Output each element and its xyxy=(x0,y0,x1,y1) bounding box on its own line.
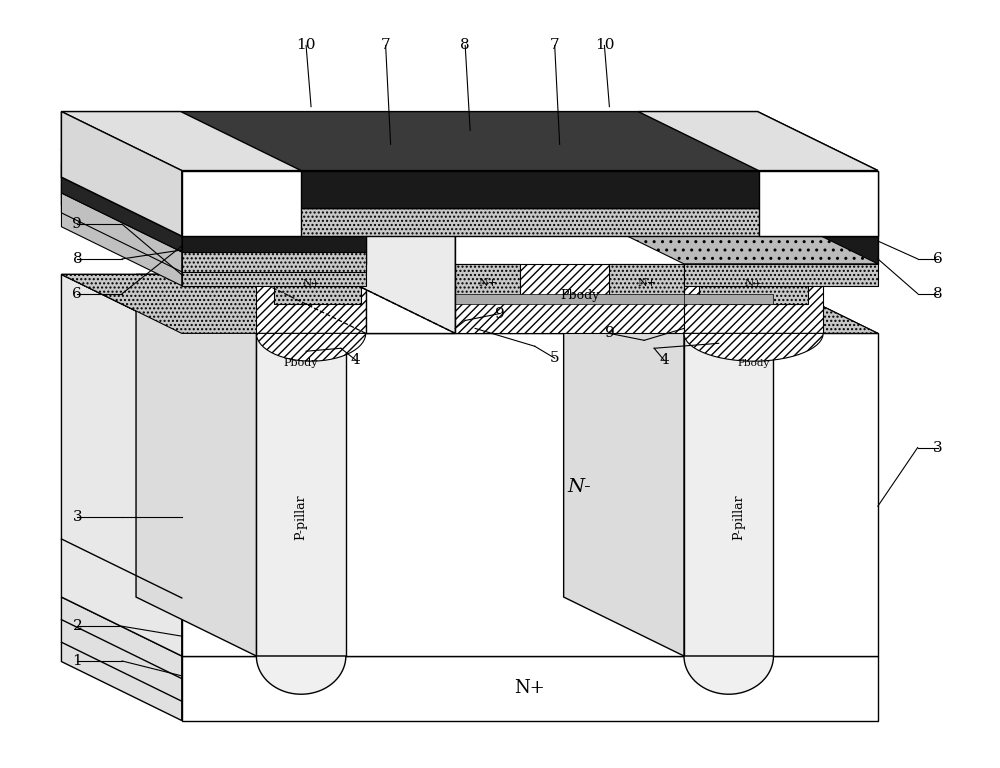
Polygon shape xyxy=(61,111,878,170)
Text: P-pillar: P-pillar xyxy=(732,495,745,540)
Polygon shape xyxy=(61,149,182,236)
Text: 4: 4 xyxy=(351,353,361,367)
Polygon shape xyxy=(61,274,182,656)
Text: 9: 9 xyxy=(495,306,505,320)
Text: Pbody: Pbody xyxy=(284,358,318,368)
Polygon shape xyxy=(61,597,878,656)
Polygon shape xyxy=(564,274,773,333)
Polygon shape xyxy=(61,149,878,208)
Polygon shape xyxy=(136,274,346,333)
Polygon shape xyxy=(61,177,366,236)
Polygon shape xyxy=(61,274,878,333)
Text: 8: 8 xyxy=(460,38,470,52)
Polygon shape xyxy=(182,222,366,252)
Polygon shape xyxy=(335,131,455,333)
Polygon shape xyxy=(684,294,773,304)
Text: 5: 5 xyxy=(550,351,560,366)
Polygon shape xyxy=(245,131,455,190)
Polygon shape xyxy=(61,597,182,720)
Text: N+: N+ xyxy=(745,279,763,288)
Polygon shape xyxy=(256,271,366,333)
Polygon shape xyxy=(684,333,773,656)
Text: N+: N+ xyxy=(302,279,320,288)
Polygon shape xyxy=(564,274,684,656)
Polygon shape xyxy=(684,333,823,361)
Polygon shape xyxy=(256,333,366,361)
Polygon shape xyxy=(182,264,366,286)
Polygon shape xyxy=(366,190,455,333)
Polygon shape xyxy=(182,170,878,208)
Text: 4: 4 xyxy=(659,353,669,367)
Polygon shape xyxy=(61,205,182,286)
Text: N+: N+ xyxy=(478,278,497,288)
Text: 8: 8 xyxy=(73,252,82,266)
Polygon shape xyxy=(274,271,361,304)
Text: Pbody: Pbody xyxy=(737,359,770,368)
Polygon shape xyxy=(61,111,301,170)
Polygon shape xyxy=(136,274,256,656)
Polygon shape xyxy=(684,264,878,286)
Polygon shape xyxy=(182,252,366,272)
Text: 9: 9 xyxy=(605,326,614,340)
Polygon shape xyxy=(61,193,182,272)
Polygon shape xyxy=(61,177,182,264)
Text: Pbody: Pbody xyxy=(560,289,599,302)
Polygon shape xyxy=(455,264,684,333)
Polygon shape xyxy=(453,294,686,304)
Polygon shape xyxy=(699,271,808,304)
Polygon shape xyxy=(684,656,773,694)
Polygon shape xyxy=(61,274,878,333)
Polygon shape xyxy=(564,177,878,236)
Text: 3: 3 xyxy=(73,510,82,524)
Polygon shape xyxy=(182,208,878,236)
Text: 2: 2 xyxy=(72,619,82,634)
Polygon shape xyxy=(61,164,182,252)
Text: 3: 3 xyxy=(933,441,942,455)
Polygon shape xyxy=(61,205,366,264)
Polygon shape xyxy=(455,264,520,302)
Polygon shape xyxy=(182,236,366,264)
Text: 8: 8 xyxy=(933,286,942,300)
Polygon shape xyxy=(684,271,823,333)
Polygon shape xyxy=(256,333,346,656)
Polygon shape xyxy=(684,236,878,264)
Polygon shape xyxy=(61,111,182,208)
Text: 6: 6 xyxy=(933,252,942,266)
Text: N+: N+ xyxy=(514,679,545,697)
Polygon shape xyxy=(61,111,182,236)
Polygon shape xyxy=(256,656,346,694)
Text: 7: 7 xyxy=(381,38,390,52)
Text: N+: N+ xyxy=(637,278,656,288)
Text: P-pillar: P-pillar xyxy=(295,495,308,540)
Text: 7: 7 xyxy=(550,38,560,52)
Polygon shape xyxy=(609,264,684,302)
Polygon shape xyxy=(564,205,878,264)
Polygon shape xyxy=(455,304,684,333)
Polygon shape xyxy=(182,333,878,656)
Text: 10: 10 xyxy=(595,38,614,52)
Text: 10: 10 xyxy=(296,38,316,52)
Text: N-: N- xyxy=(568,478,591,496)
Text: 6: 6 xyxy=(72,286,82,300)
Text: 1: 1 xyxy=(72,654,82,668)
Polygon shape xyxy=(638,111,878,170)
Polygon shape xyxy=(182,170,301,236)
Polygon shape xyxy=(182,656,878,720)
Polygon shape xyxy=(759,170,878,236)
Text: 9: 9 xyxy=(72,217,82,231)
